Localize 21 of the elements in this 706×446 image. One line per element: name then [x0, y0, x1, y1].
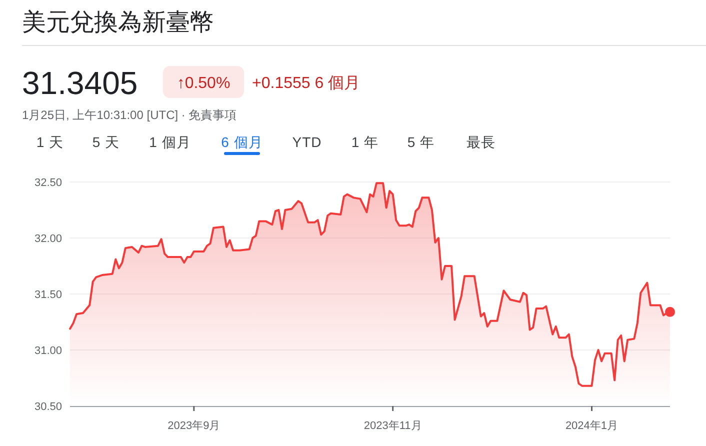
text: 6 個月 — [221, 134, 263, 150]
y-tick-label: 31.00 — [34, 345, 62, 357]
x-tick-label: 2024年1月 — [565, 420, 618, 432]
y-tick-label: 32.50 — [34, 177, 62, 189]
chart-subtitle: 31.3405 — [22, 65, 138, 101]
text: 最長 — [466, 134, 496, 150]
text: 5 天 — [92, 134, 120, 150]
chart-title: 美元兌換為新臺幣 — [22, 9, 214, 36]
y-tick-label: 31.50 — [34, 289, 62, 301]
text: 1 個月 — [149, 134, 191, 150]
x-tick-label: 2023年11月 — [364, 420, 422, 432]
text: 1 天 — [36, 134, 64, 150]
text: +0.1555 6 個月 — [252, 75, 360, 92]
text: 5 年 — [407, 134, 435, 150]
text: 1 年 — [351, 134, 379, 150]
text: 1月25日, 上午10:31:00 [UTC] · 免責事項 — [22, 108, 237, 122]
y-tick-label: 30.50 — [34, 401, 62, 413]
text: ↑0.50% — [176, 75, 230, 92]
text: YTD — [292, 134, 322, 150]
y-tick-label: 32.00 — [34, 233, 62, 245]
x-tick-label: 2023年9月 — [168, 420, 220, 432]
